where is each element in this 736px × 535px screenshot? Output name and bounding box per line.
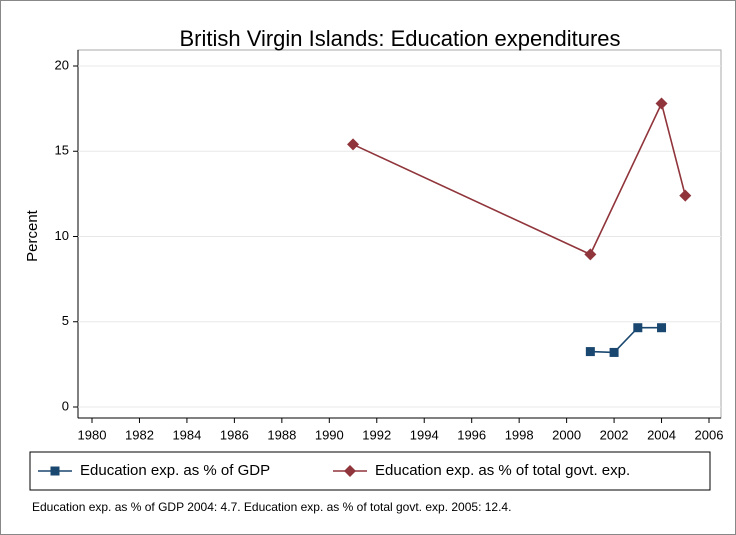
marker bbox=[657, 323, 667, 333]
x-tick-label: 1980 bbox=[78, 427, 107, 442]
marker bbox=[344, 465, 356, 477]
marker bbox=[679, 189, 692, 202]
marker bbox=[50, 466, 60, 476]
y-tick-label: 20 bbox=[55, 57, 69, 72]
x-tick-label: 2002 bbox=[600, 427, 629, 442]
legend-label: Education exp. as % of total govt. exp. bbox=[375, 462, 630, 479]
marker bbox=[347, 138, 360, 151]
x-tick-label: 1996 bbox=[457, 427, 486, 442]
x-tick-label: 1986 bbox=[220, 427, 249, 442]
x-tick-label: 1982 bbox=[125, 427, 154, 442]
x-tick-label: 1990 bbox=[315, 427, 344, 442]
y-tick-label: 0 bbox=[62, 398, 69, 413]
x-tick-label: 2004 bbox=[647, 427, 676, 442]
x-tick-label: 1992 bbox=[362, 427, 391, 442]
legend-label: Education exp. as % of GDP bbox=[80, 462, 270, 479]
marker bbox=[585, 347, 595, 357]
y-axis-label: Percent bbox=[24, 209, 41, 262]
marker bbox=[609, 347, 619, 357]
marker bbox=[633, 323, 643, 333]
y-tick-label: 10 bbox=[55, 228, 69, 243]
y-tick-label: 5 bbox=[62, 313, 69, 328]
x-tick-label: 1988 bbox=[267, 427, 296, 442]
x-tick-label: 1998 bbox=[505, 427, 534, 442]
line bbox=[590, 326, 662, 354]
x-tick-label: 1984 bbox=[172, 427, 201, 442]
line bbox=[352, 101, 687, 256]
chart-title: British Virgin Islands: Education expend… bbox=[179, 26, 620, 51]
plot-frame bbox=[77, 49, 722, 419]
marker bbox=[584, 248, 597, 261]
y-tick-label: 15 bbox=[55, 143, 69, 158]
note: Education exp. as % of GDP 2004: 4.7. Ed… bbox=[32, 500, 511, 514]
marker bbox=[655, 97, 668, 110]
legend bbox=[29, 451, 711, 491]
x-tick-label: 2000 bbox=[552, 427, 581, 442]
x-tick-label: 2006 bbox=[695, 427, 724, 442]
x-tick-label: 1994 bbox=[410, 427, 439, 442]
